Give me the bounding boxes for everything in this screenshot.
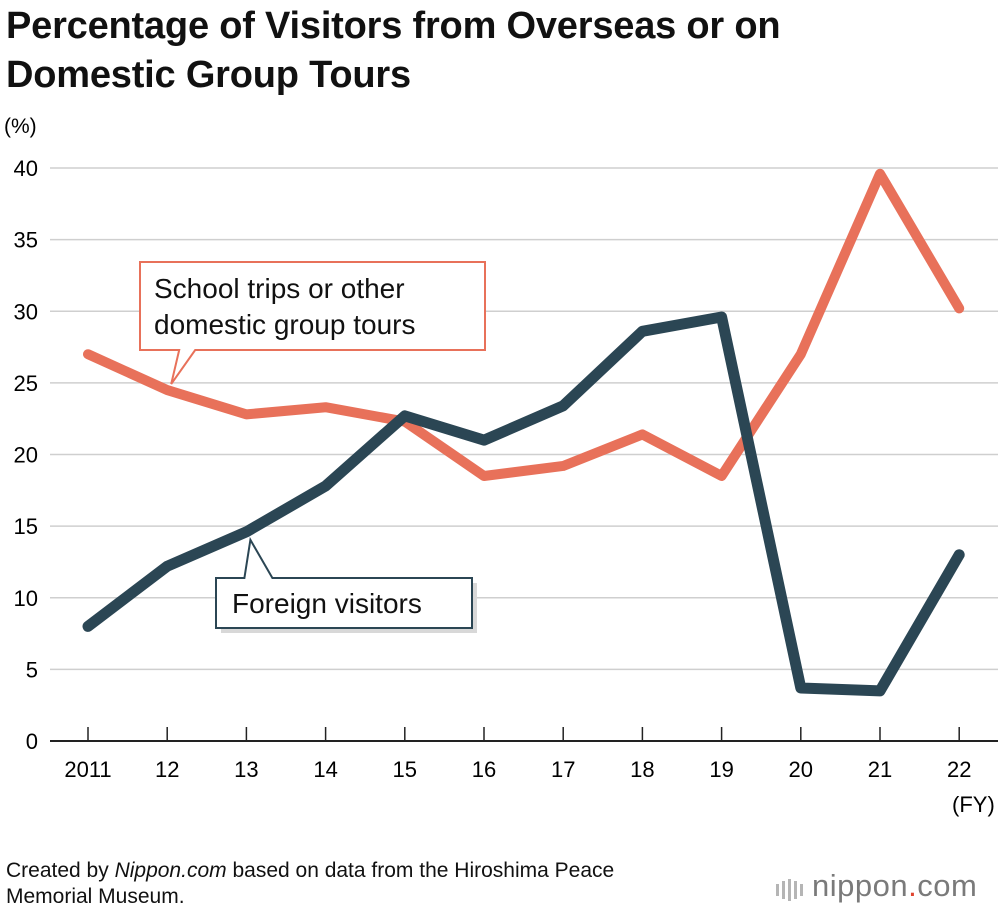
x-tick-label: 16 — [472, 757, 496, 782]
x-tick-label: 12 — [155, 757, 179, 782]
y-tick-label: 5 — [26, 657, 38, 682]
x-tick-label: 22 — [947, 757, 971, 782]
callout-label-domestic-line2: domestic group tours — [154, 309, 415, 340]
x-tick-label: 19 — [709, 757, 733, 782]
callout-label-foreign: Foreign visitors — [232, 588, 422, 619]
logo-tld: com — [917, 868, 978, 903]
logo-dot: . — [908, 868, 918, 903]
logo-bars-icon — [776, 870, 806, 906]
x-axis-unit-label: (FY) — [952, 792, 995, 817]
x-tick-label: 15 — [393, 757, 417, 782]
source-suffix: based on data from the Hiroshima Peace — [226, 859, 615, 882]
gridlines — [50, 167, 998, 742]
chart-title-line1: Percentage of Visitors from Overseas or … — [6, 5, 781, 47]
x-tick-label: 18 — [630, 757, 654, 782]
chart-title: Percentage of Visitors from Overseas or … — [6, 2, 986, 100]
nippon-logo: nippon.com — [776, 868, 977, 906]
x-tick-label: 17 — [551, 757, 575, 782]
y-tick-label: 25 — [14, 371, 38, 396]
x-tick-label: 2011 — [64, 757, 111, 782]
logo-name: nippon — [812, 868, 909, 903]
series-lines — [82, 168, 965, 697]
x-axis: 2011 12 13 14 15 16 17 18 19 20 21 22 — [64, 727, 971, 782]
source-publisher: Nippon.com — [114, 859, 227, 882]
y-axis-ticks: 0 5 10 15 20 25 30 35 40 — [14, 156, 38, 754]
x-tick-label: 20 — [789, 757, 813, 782]
x-tick-label: 14 — [313, 757, 337, 782]
source-line2: Memorial Museum. — [6, 885, 185, 908]
callout-label-domestic-line1: School trips or other — [154, 273, 405, 304]
series-line-foreign-visitors — [82, 311, 965, 697]
source-note: Created by Nippon.com based on data from… — [6, 858, 614, 910]
y-tick-label: 30 — [14, 299, 38, 324]
x-tick-label: 21 — [868, 757, 892, 782]
callout-bubble-foreign — [215, 536, 473, 629]
y-tick-label: 10 — [14, 586, 38, 611]
y-tick-label: 15 — [14, 514, 38, 539]
callout-bubble-domestic — [139, 261, 486, 385]
y-tick-label: 35 — [14, 228, 38, 253]
y-tick-label: 0 — [26, 729, 38, 754]
chart-title-line2: Domestic Group Tours — [6, 54, 411, 96]
y-tick-label: 20 — [14, 443, 38, 468]
y-tick-label: 40 — [14, 156, 38, 181]
source-prefix: Created by — [6, 859, 115, 882]
y-axis-unit-label: (%) — [4, 115, 37, 138]
x-tick-label: 13 — [234, 757, 258, 782]
callouts: School trips or other domestic group tour… — [139, 261, 486, 633]
series-line-domestic-group-tours — [83, 168, 965, 481]
